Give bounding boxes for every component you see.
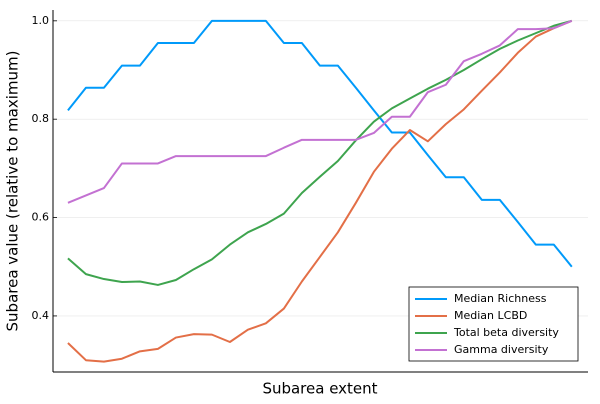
legend-label: Total beta diversity (453, 326, 559, 339)
legend-label: Gamma diversity (454, 343, 549, 356)
y-tick-label: 0.6 (32, 211, 50, 224)
y-tick-label: 0.8 (32, 112, 50, 125)
legend-label: Median LCBD (454, 309, 527, 322)
legend: Median Richness Median LCBD Total beta div… (408, 286, 579, 362)
x-axis-label: Subarea extent (262, 380, 377, 398)
legend-label: Median Richness (454, 292, 547, 305)
y-tick-label: 1.0 (32, 14, 50, 27)
series-line (67, 19, 573, 286)
series-line (67, 19, 573, 363)
y-tick-label: 0.4 (32, 309, 50, 322)
series-line (67, 19, 573, 204)
series-line (67, 19, 573, 268)
y-axis-label: Subarea value (relative to maximum) (4, 51, 22, 332)
